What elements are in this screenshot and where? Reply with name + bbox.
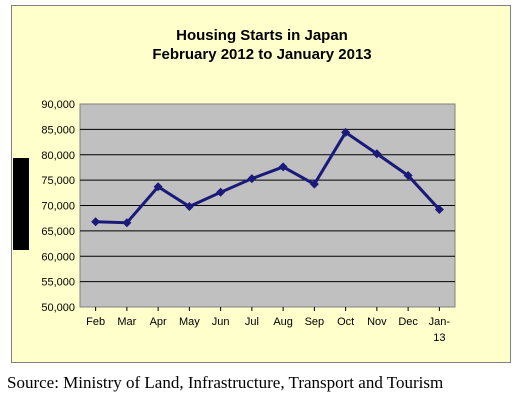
data-point-marker xyxy=(372,149,382,159)
data-point-marker xyxy=(247,174,257,184)
y-tick-label: 70,000 xyxy=(41,201,75,213)
side-marker-bar xyxy=(13,158,29,250)
x-tick-label: May xyxy=(179,316,200,328)
x-axis-ticks: Feb Mar Apr May Jun Jul Aug Sep Oct Nov Dec Jan-13 xyxy=(86,307,450,344)
y-tick-label: 85,000 xyxy=(41,124,75,136)
x-tick-label: Sep xyxy=(305,316,325,328)
data-point-marker xyxy=(184,202,194,212)
y-tick-label: 50,000 xyxy=(41,302,75,314)
data-point-marker xyxy=(309,179,319,189)
x-tick-label: Feb xyxy=(86,316,105,328)
data-point-marker xyxy=(278,162,288,172)
x-tick-label: Mar xyxy=(117,316,136,328)
data-point-marker xyxy=(216,187,226,197)
line-chart: Housing Starts in Japan February 2012 to… xyxy=(41,27,456,344)
x-tick-label: Jun xyxy=(212,316,230,328)
x-tick-label: Jul xyxy=(245,316,259,328)
y-tick-label: 75,000 xyxy=(41,175,75,187)
chart-title-line1: Housing Starts in Japan xyxy=(176,27,348,44)
x-tick-label: Aug xyxy=(273,316,293,328)
y-tick-label: 80,000 xyxy=(41,150,75,162)
x-tick-label: Oct xyxy=(337,316,354,328)
y-tick-label: 55,000 xyxy=(41,277,75,289)
data-point-marker xyxy=(403,171,413,181)
data-point-marker xyxy=(153,182,163,192)
y-axis-ticks: 50,000 55,000 60,000 65,000 70,000 75,000 80,0… xyxy=(41,99,75,314)
data-point-marker xyxy=(122,218,132,228)
y-tick-label: 90,000 xyxy=(41,99,75,111)
data-point-marker xyxy=(91,217,101,227)
y-tick-label: 60,000 xyxy=(41,251,75,263)
x-tick-label: Nov xyxy=(367,316,387,328)
series-line xyxy=(95,130,441,225)
data-point-marker xyxy=(434,205,444,215)
x-tick-label: Jan-13 xyxy=(429,316,451,344)
x-tick-label: Apr xyxy=(150,316,167,328)
chart-title-line2: February 2012 to January 2013 xyxy=(152,46,371,63)
y-tick-label: 65,000 xyxy=(41,226,75,238)
data-point-marker xyxy=(341,127,351,137)
source-note: Source: Ministry of Land, Infrastructure… xyxy=(7,373,444,392)
series-housing-starts xyxy=(91,127,444,228)
x-tick-label: Dec xyxy=(398,316,418,328)
